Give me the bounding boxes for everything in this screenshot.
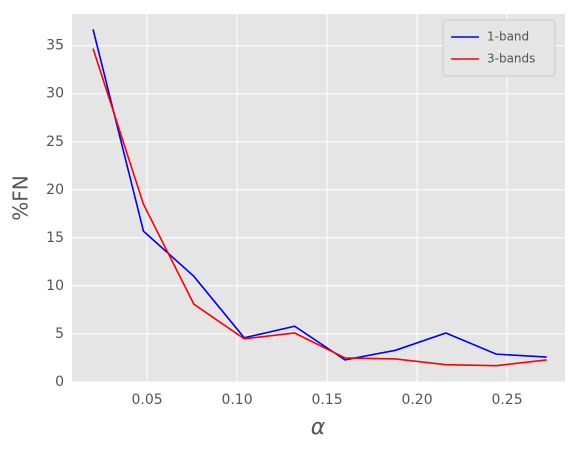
x-tick-label: 0.05 <box>131 392 162 408</box>
y-tick-label: 20 <box>46 182 64 198</box>
data-line <box>92 48 547 367</box>
legend-label: 1-band <box>487 30 529 44</box>
x-axis-label: α <box>311 415 326 440</box>
y-axis-label: %FN <box>9 175 33 220</box>
legend-label: 3-bands <box>487 52 535 66</box>
y-tick-label: 5 <box>55 326 64 342</box>
y-tick-label: 30 <box>46 86 64 102</box>
x-tick-label: 0.10 <box>221 392 252 408</box>
x-tick-label: 0.25 <box>491 392 522 408</box>
legend-box <box>442 19 556 77</box>
x-tick-label: 0.15 <box>311 392 342 408</box>
x-tick-label: 0.20 <box>401 392 432 408</box>
y-tick-label: 0 <box>55 374 64 390</box>
y-tick-label: 25 <box>46 134 64 150</box>
y-tick-label: 10 <box>46 278 64 294</box>
y-tick-label: 15 <box>46 230 64 246</box>
y-tick-label: 35 <box>46 38 64 54</box>
